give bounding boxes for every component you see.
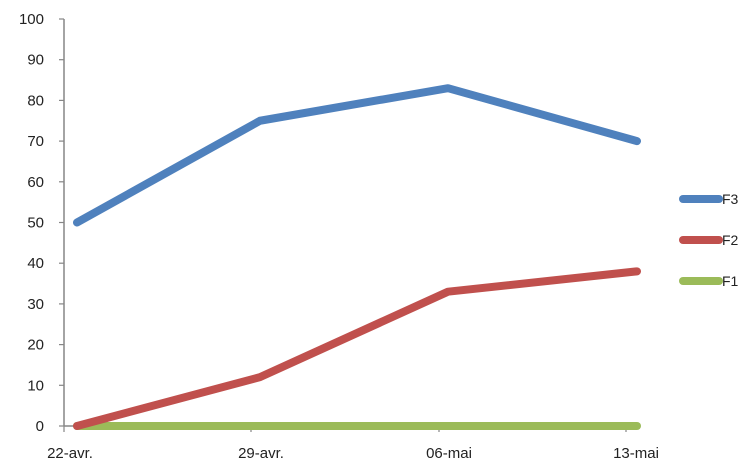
y-tick-label: 90 bbox=[27, 52, 44, 69]
legend-label-f1: F1 bbox=[722, 273, 739, 289]
y-tick-label: 60 bbox=[27, 174, 44, 191]
y-tick-label: 20 bbox=[27, 337, 44, 354]
x-tick-label: 22-avr. bbox=[47, 445, 93, 462]
y-tick-label: 40 bbox=[27, 255, 44, 272]
legend-label-f3: F3 bbox=[722, 191, 739, 207]
chart-legend: F3 F2 F1 bbox=[679, 191, 739, 289]
legend-label-f2: F2 bbox=[722, 232, 739, 248]
chart-axes bbox=[63, 19, 640, 427]
series-line-f3 bbox=[73, 84, 641, 227]
y-tick-label: 50 bbox=[27, 215, 44, 232]
y-tick-label: 30 bbox=[27, 296, 44, 313]
x-tick-label: 29-avr. bbox=[238, 445, 284, 462]
series-line-f2 bbox=[73, 267, 641, 430]
x-tick-label: 06-mai bbox=[426, 445, 472, 462]
x-tick-label: 13-mai bbox=[613, 445, 659, 462]
y-axis-ticks: 0 10 20 30 40 50 60 70 80 90 100 bbox=[19, 11, 64, 435]
y-tick-label: 70 bbox=[27, 133, 44, 150]
y-tick-label: 80 bbox=[27, 92, 44, 109]
y-tick-label: 100 bbox=[19, 11, 44, 28]
y-tick-label: 0 bbox=[36, 418, 44, 435]
y-tick-label: 10 bbox=[27, 377, 44, 394]
chart-series bbox=[73, 84, 641, 430]
x-axis-ticks: 22-avr. 29-avr. 06-mai 13-mai bbox=[47, 426, 659, 462]
